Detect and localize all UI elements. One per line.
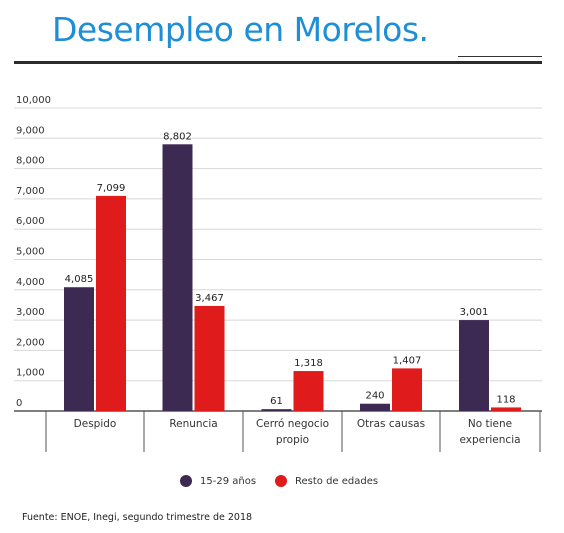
bar-youth bbox=[64, 287, 94, 411]
bar-rest bbox=[293, 371, 324, 411]
y-tick-label: 3,000 bbox=[16, 307, 45, 318]
data-label: 7,099 bbox=[97, 183, 126, 194]
bar-rest bbox=[194, 305, 225, 411]
data-label: 8,802 bbox=[163, 131, 192, 142]
y-tick-label: 8,000 bbox=[16, 156, 45, 167]
legend-item-rest: Resto de edades bbox=[275, 475, 378, 487]
bar-rest bbox=[392, 368, 422, 411]
bar-youth bbox=[261, 409, 292, 411]
y-tick-label: 5,000 bbox=[16, 247, 45, 258]
chart-title: Desempleo en Morelos. bbox=[52, 10, 429, 49]
legend-swatch-rest bbox=[275, 475, 287, 487]
legend-swatch-youth bbox=[180, 475, 192, 487]
data-label: 1,318 bbox=[294, 358, 323, 369]
data-label: 3,001 bbox=[460, 307, 489, 318]
y-tick-label: 2,000 bbox=[16, 337, 45, 348]
title-underline bbox=[458, 56, 542, 57]
bar-youth bbox=[360, 403, 390, 411]
bar-chart: 0 1,000 2,000 3,000 4,000 5,000 6,000 7,000 8,00… bbox=[14, 95, 542, 452]
legend-label-youth: 15-29 años bbox=[200, 475, 257, 487]
data-label: 1,407 bbox=[393, 355, 422, 366]
y-tick-label: 6,000 bbox=[16, 216, 45, 227]
category-label: Despido bbox=[74, 418, 117, 430]
y-tick-label: 4,000 bbox=[16, 277, 45, 288]
top-rule bbox=[14, 61, 542, 64]
data-label: 61 bbox=[270, 396, 283, 407]
category-label: Renuncia bbox=[169, 418, 217, 430]
bar-rest bbox=[491, 407, 521, 411]
category-label: Cerró negocio bbox=[256, 418, 329, 430]
legend-item-youth: 15-29 años bbox=[180, 475, 256, 487]
data-label: 4,085 bbox=[65, 274, 94, 285]
y-tick-label: 0 bbox=[16, 398, 22, 409]
category-label: No tiene bbox=[468, 418, 512, 430]
source-note: Fuente: ENOE, Inegi, segundo trimestre d… bbox=[22, 512, 253, 523]
category-label: propio bbox=[276, 434, 309, 446]
y-tick-label: 7,000 bbox=[16, 186, 45, 197]
bar-youth bbox=[459, 320, 489, 411]
legend-label-rest: Resto de edades bbox=[295, 475, 379, 487]
category-label: Otras causas bbox=[357, 418, 425, 430]
category-label: experiencia bbox=[459, 434, 520, 446]
y-tick-label: 1,000 bbox=[16, 368, 45, 379]
bar-youth bbox=[162, 144, 193, 412]
y-tick-label: 9,000 bbox=[16, 125, 45, 136]
y-tick-label: 10,000 bbox=[16, 95, 51, 106]
bar-rest bbox=[96, 195, 126, 411]
data-label: 3,467 bbox=[195, 293, 224, 304]
data-label: 118 bbox=[496, 394, 515, 405]
data-label: 240 bbox=[365, 391, 384, 402]
